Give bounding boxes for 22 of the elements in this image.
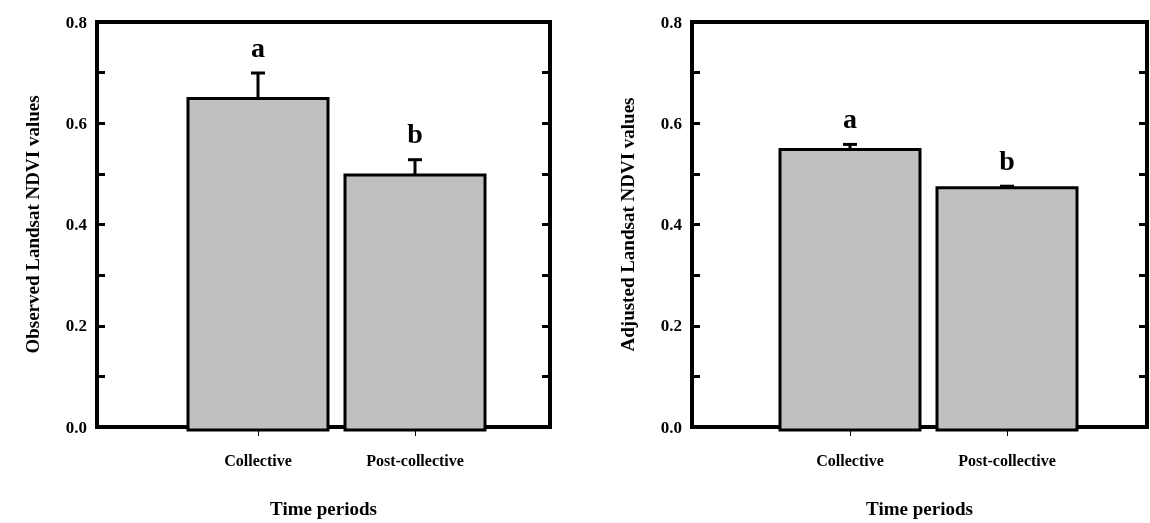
x-tick-label: Post-collective	[958, 451, 1056, 469]
x-tick-label: Collective	[816, 451, 884, 469]
y-tick-label: 0.6	[65, 113, 87, 133]
x-tick-label: Collective	[224, 451, 292, 469]
y-tick-label: 0.8	[660, 12, 682, 32]
annotation: b	[407, 118, 423, 150]
y-tick-label: 0.2	[65, 316, 87, 336]
y-tick-label: 0.6	[660, 113, 682, 133]
annotation: a	[843, 102, 857, 134]
y-axis-title: Adjusted Landsat NDVI values	[617, 97, 638, 352]
x-tick-label: Post-collective	[366, 451, 464, 469]
y-axis-title: Observed Landsat NDVI values	[22, 95, 43, 354]
y-tick-label: 0.8	[65, 12, 87, 32]
y-tick-label: 0.0	[65, 417, 87, 437]
y-tick-label: 0.2	[660, 316, 682, 336]
y-tick-label: 0.4	[660, 215, 683, 234]
x-axis-title: Time periods	[866, 498, 973, 519]
y-tick-label: 0.4	[65, 215, 88, 234]
annotation: b	[999, 144, 1015, 176]
x-axis-title: Time periods	[270, 498, 377, 519]
annotation: a	[251, 31, 265, 63]
y-tick-label: 0.0	[660, 417, 682, 437]
